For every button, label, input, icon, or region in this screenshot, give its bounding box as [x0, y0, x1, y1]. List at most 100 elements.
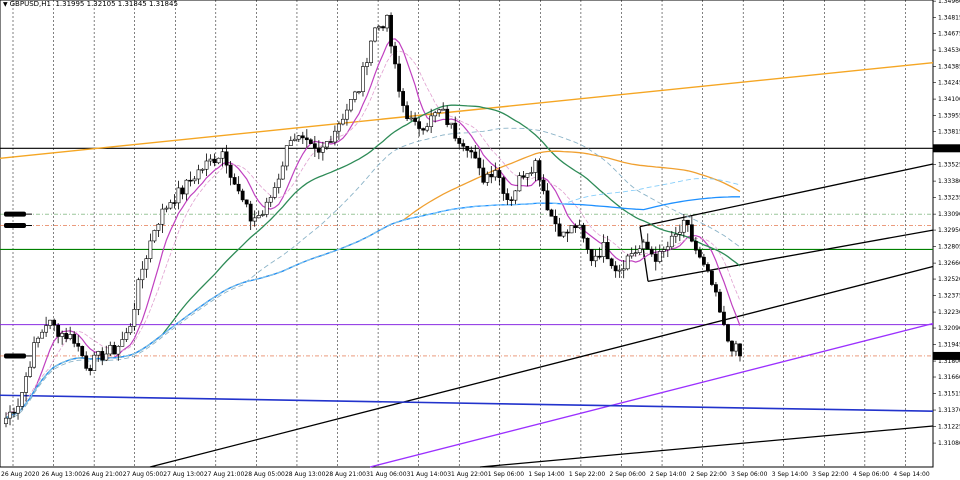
y-tick-label: 1.31225 [938, 424, 960, 431]
candle-bear [701, 256, 706, 265]
candle-bear [172, 202, 177, 204]
ma-fast-purple [5, 38, 741, 419]
y-tick-label: 1.34245 [938, 80, 960, 87]
candle-bull [132, 309, 137, 327]
candlesticks [4, 12, 742, 428]
candle-bear [706, 264, 710, 272]
y-tick-label: 1.34385 [938, 64, 960, 71]
candle-bull [4, 417, 8, 425]
candle-bull [625, 255, 630, 270]
candle-bull [345, 109, 349, 120]
candle-bear [722, 311, 726, 325]
candle-bull [601, 242, 606, 257]
candle-bull [280, 165, 285, 180]
candle-bull [569, 225, 574, 234]
ohlc-readout: 1.31995 1.32105 1.31845 1.31845 [55, 0, 178, 8]
candle-bear [72, 334, 77, 344]
candle-bear [613, 265, 618, 272]
candle-bear [565, 231, 570, 234]
y-tick-label: 1.31080 [938, 440, 960, 447]
x-tick-label: 27 Aug 05:00 [123, 471, 164, 478]
candle-bull [429, 115, 434, 127]
candle-bull [657, 251, 662, 262]
y-tick-label: 1.31370 [938, 407, 960, 414]
time-axis: 26 Aug 2020 26 Aug 13:00 26 Aug 21:00 27 Au… [1, 471, 930, 478]
candle-bear [738, 343, 742, 357]
candle-bull [617, 269, 622, 272]
candle-bull [152, 230, 157, 242]
y-tick-label: 1.33090 [938, 211, 960, 218]
y-tick-label: 1.31800 [938, 358, 960, 365]
y-tick-label: 1.34815 [938, 15, 960, 22]
candle-bear [605, 242, 610, 260]
y-tick-label: 1.33815 [938, 129, 960, 136]
plot-frame [0, 0, 934, 468]
candle-bull [68, 334, 73, 339]
y-tick-label: 1.32375 [938, 293, 960, 300]
chart-grid [0, 0, 934, 468]
candle-bear [730, 340, 734, 352]
ma-orange [5, 150, 741, 419]
candle-bull [349, 99, 353, 111]
candle-bull [525, 173, 530, 178]
x-tick-label: 27 Aug 21:00 [204, 471, 245, 478]
candle-bear [537, 160, 542, 181]
x-tick-label: 4 Sep 14:00 [893, 471, 929, 478]
candle-bear [188, 179, 193, 182]
candle-bull [264, 201, 269, 215]
dropdown-triangle-icon[interactable]: ▼ [3, 1, 8, 8]
marked-level-tag-box [933, 144, 960, 153]
candle-bull [196, 169, 201, 180]
candle-bear [501, 177, 506, 194]
candle-bear [328, 141, 333, 143]
candle-bull [681, 219, 686, 233]
candle-bull [156, 223, 161, 231]
purple-trendline [369, 322, 934, 468]
candle-bear [521, 175, 526, 178]
candle-bear [64, 333, 69, 339]
y-tick-label: 1.33525 [938, 162, 960, 169]
candle-bull [276, 178, 281, 188]
candle-bear [557, 223, 562, 237]
candle-bull [168, 202, 173, 209]
candle-bull [32, 342, 36, 368]
candle-bear [304, 137, 309, 141]
candle-bear [112, 345, 117, 355]
candle-bull [272, 187, 277, 198]
current-price-tag-box [933, 351, 960, 360]
candle-bear [718, 291, 722, 313]
candle-bear [401, 91, 405, 106]
candle-bull [140, 268, 145, 281]
candle-bull [164, 207, 169, 210]
candle-bull [284, 145, 289, 167]
candle-bull [292, 138, 297, 141]
candle-bull [16, 406, 20, 414]
price-axis: 1.34960 1.34815 1.34675 1.34530 1.34385 1.342… [933, 0, 960, 447]
candle-bear [541, 179, 546, 192]
channel-mid-line [647, 229, 934, 282]
ma-green [5, 104, 741, 419]
candle-bear [453, 122, 458, 139]
candle-bull [561, 231, 566, 237]
candle-bear [710, 270, 714, 285]
candle-bull [641, 241, 646, 250]
candle-bull [665, 246, 670, 250]
candle-bear [585, 237, 590, 250]
candle-bear [653, 253, 658, 262]
candle-bear [56, 324, 61, 337]
candle-bear [417, 121, 422, 129]
candle-bull [208, 158, 213, 162]
trend-lines [0, 61, 934, 468]
candle-bull [204, 160, 209, 170]
y-tick-label: 1.32090 [938, 325, 960, 332]
candle-bull [176, 187, 181, 204]
x-tick-label: 1 Sep 22:00 [569, 471, 605, 478]
candle-bull [288, 140, 293, 146]
candle-bull [577, 224, 582, 229]
x-tick-label: 31 Aug 14:00 [407, 471, 448, 478]
candle-bull [28, 366, 32, 377]
candle-bull [337, 123, 341, 132]
symbol-label: GBPUSD,H1 [9, 0, 51, 8]
candle-bear [224, 151, 229, 166]
